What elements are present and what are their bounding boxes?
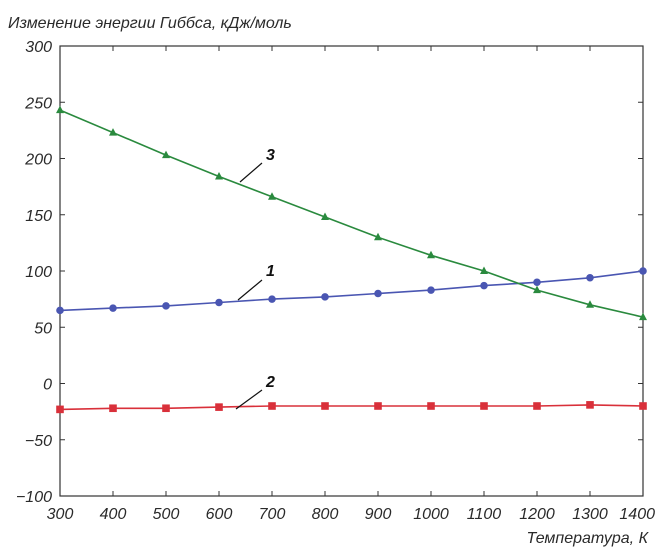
x-tick-label: 1000 [413,506,449,523]
data-point [586,273,594,282]
data-point [639,312,647,321]
data-point [109,128,117,136]
data-point [321,212,329,220]
data-point [586,300,594,308]
x-tick-label: 1200 [519,506,555,523]
axes [59,45,644,497]
data-point [56,306,64,315]
curve-label-3: 3 [266,147,275,164]
data-point [639,402,647,410]
x-tick-label: 500 [153,506,180,523]
y-tick-label: 0 [43,377,52,394]
data-point [109,304,117,312]
x-tick-label: 800 [312,506,339,523]
y-tick-label: −50 [25,433,52,450]
data-point [427,250,435,259]
data-point [215,298,223,307]
y-tick-label: 150 [25,208,52,225]
series-line-2 [59,404,644,411]
leader-line-1 [237,279,263,301]
plot-frame [59,45,644,497]
data-point [109,404,117,413]
series-1 [56,267,647,315]
data-point [268,402,276,410]
y-tick-label: 200 [24,152,52,169]
series-layer [56,105,647,414]
data-point [162,302,170,310]
y-tick-label: 300 [25,39,52,56]
data-point [56,405,64,414]
data-point [427,402,435,410]
data-point [162,404,170,413]
data-point [427,286,435,294]
tick-labels: −100 −50 0 50 100 150 200 250 300 300 400 500 600 700… [16,39,655,523]
data-point [480,402,488,410]
x-axis-label: Температура, К [526,530,649,547]
x-tick-label: 1300 [572,506,608,523]
data-point [480,266,488,274]
curve-label-2: 2 [265,374,275,391]
data-point [533,278,541,287]
data-point [374,232,382,241]
data-point [374,289,382,298]
x-tick-label: 300 [47,506,74,523]
series-line-3 [59,109,644,318]
data-point [639,267,647,275]
x-tick-label: 400 [100,506,127,523]
y-tick-label: −100 [16,489,52,506]
series-3 [56,105,647,321]
y-tick-label: 100 [25,264,52,281]
data-point [215,172,223,180]
leader-line-3 [239,162,263,183]
data-point [480,281,488,290]
y-tick-label: 50 [34,320,52,337]
data-point [533,402,541,410]
data-point [268,295,276,303]
data-point [268,192,276,200]
data-point [586,401,594,409]
data-point [374,402,382,410]
y-axis-label: Изменение энергии Гиббса, кДж/моль [8,15,292,32]
y-tick-label: 250 [24,95,52,112]
leader-line-2 [235,389,263,410]
x-tick-label: 700 [259,506,286,523]
x-tick-label: 900 [365,506,392,523]
series-line-1 [59,270,644,312]
x-tick-label: 1100 [467,506,502,523]
data-point [321,293,329,301]
x-tick-label: 600 [206,506,233,523]
data-point [321,402,329,410]
data-point [56,105,64,114]
data-point [215,403,223,411]
series-2 [56,401,647,414]
curve-label-1: 1 [266,263,275,280]
data-point [533,285,541,294]
series-annotations: 1 2 3 [235,147,275,410]
x-tick-label: 1400 [619,506,655,523]
data-point [162,150,170,159]
